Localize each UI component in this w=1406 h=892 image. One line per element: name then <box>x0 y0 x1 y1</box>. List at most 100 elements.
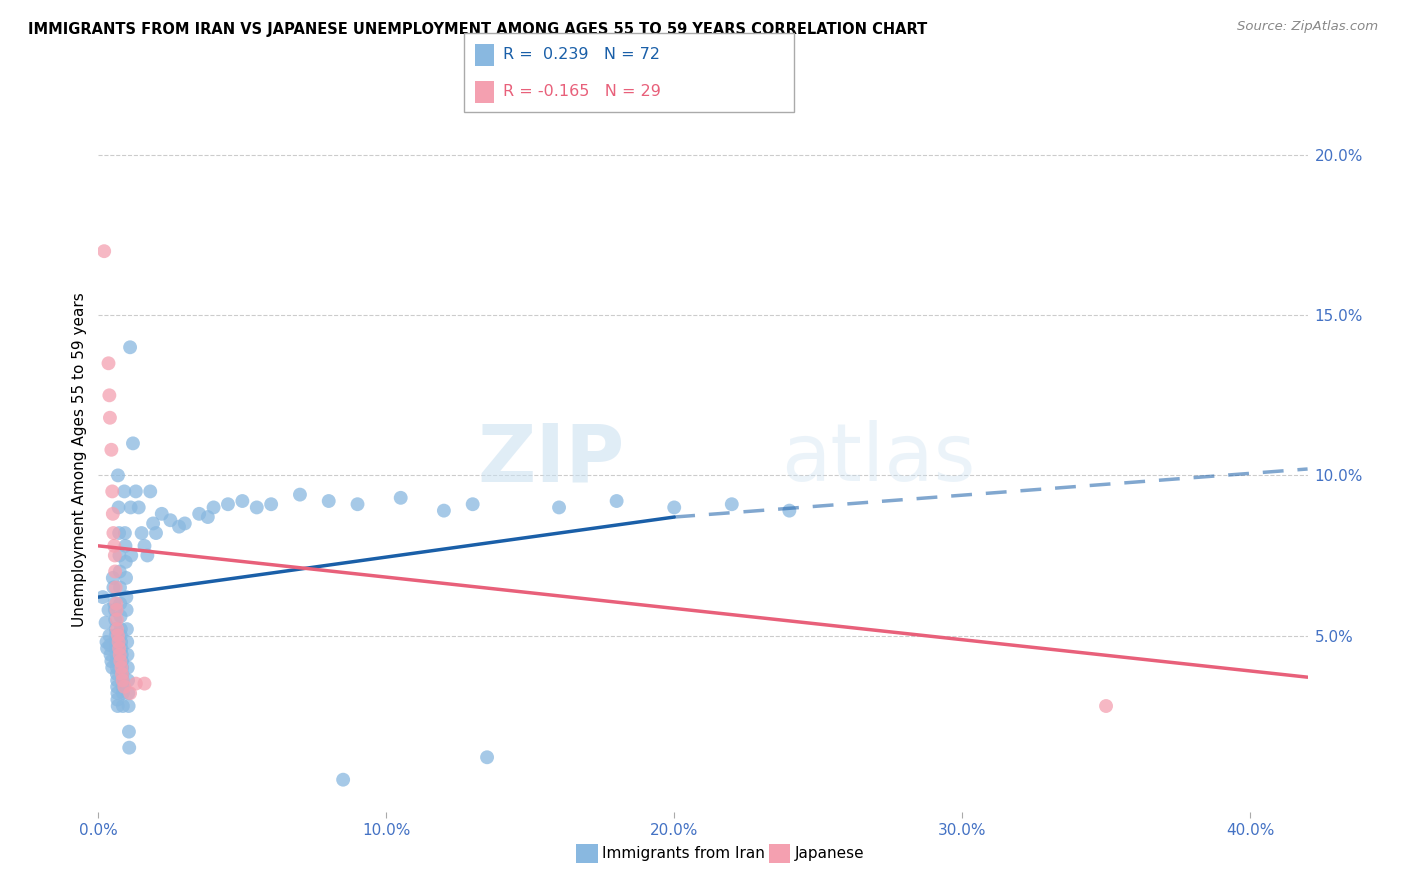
Point <box>332 772 354 787</box>
Point <box>104 565 127 579</box>
Point <box>118 724 141 739</box>
Point <box>139 484 162 499</box>
Point <box>125 676 148 690</box>
Point <box>111 667 134 681</box>
Point <box>114 539 136 553</box>
Point <box>118 699 141 714</box>
Text: ZIP: ZIP <box>477 420 624 499</box>
Point <box>110 622 132 636</box>
Point <box>97 603 120 617</box>
Point <box>111 648 134 662</box>
Point <box>96 641 118 656</box>
Point <box>131 526 153 541</box>
Text: IMMIGRANTS FROM IRAN VS JAPANESE UNEMPLOYMENT AMONG AGES 55 TO 59 YEARS CORRELAT: IMMIGRANTS FROM IRAN VS JAPANESE UNEMPLO… <box>28 22 928 37</box>
Point <box>108 648 131 662</box>
Point <box>107 468 129 483</box>
Point <box>98 388 121 402</box>
Point <box>108 641 131 656</box>
Point <box>103 581 125 595</box>
Point <box>145 526 167 541</box>
Point <box>288 487 311 501</box>
Point <box>318 494 340 508</box>
Point <box>104 581 127 595</box>
Point <box>105 667 128 681</box>
Point <box>112 484 135 499</box>
Point <box>105 622 128 636</box>
Point <box>111 667 134 681</box>
Point <box>98 628 121 642</box>
Point <box>103 539 125 553</box>
Point <box>100 654 122 668</box>
Point <box>115 603 138 617</box>
Point <box>101 484 124 499</box>
Text: R = -0.165   N = 29: R = -0.165 N = 29 <box>503 85 661 99</box>
Point <box>461 497 484 511</box>
Point <box>104 603 127 617</box>
Point <box>108 526 131 541</box>
Point <box>107 692 129 706</box>
Point <box>97 356 120 370</box>
Point <box>150 507 173 521</box>
Point <box>111 654 134 668</box>
Point <box>101 507 124 521</box>
Point <box>128 500 150 515</box>
Point <box>117 673 139 688</box>
Point <box>107 686 129 700</box>
Y-axis label: Unemployment Among Ages 55 to 59 years: Unemployment Among Ages 55 to 59 years <box>72 292 87 627</box>
Point <box>105 648 128 662</box>
Point <box>231 494 253 508</box>
Point <box>105 613 128 627</box>
Point <box>105 673 128 688</box>
Point <box>188 507 211 521</box>
Point <box>433 503 456 517</box>
Text: Japanese: Japanese <box>794 847 865 861</box>
Point <box>110 597 132 611</box>
Point <box>101 571 124 585</box>
Point <box>120 549 142 563</box>
Point <box>110 660 132 674</box>
Point <box>108 565 131 579</box>
Point <box>96 635 118 649</box>
Point <box>120 340 142 354</box>
Point <box>111 686 134 700</box>
Point <box>105 635 128 649</box>
Point <box>103 526 125 541</box>
Point <box>103 597 125 611</box>
Point <box>202 500 225 515</box>
Point <box>115 622 138 636</box>
Point <box>111 680 134 694</box>
Point <box>114 555 136 569</box>
Point <box>110 635 132 649</box>
Point <box>217 497 239 511</box>
Point <box>120 500 142 515</box>
Point <box>104 622 127 636</box>
Point <box>105 603 128 617</box>
Point <box>346 497 368 511</box>
Point <box>142 516 165 531</box>
Point <box>105 597 128 611</box>
Point <box>108 549 131 563</box>
Point <box>98 638 121 652</box>
Point <box>117 648 139 662</box>
Point <box>115 590 138 604</box>
Point <box>117 686 139 700</box>
Point <box>108 581 131 595</box>
Point <box>720 497 742 511</box>
Point <box>136 549 159 563</box>
Point <box>104 549 127 563</box>
Point <box>134 539 156 553</box>
Point <box>115 635 138 649</box>
Point <box>173 516 195 531</box>
Text: Source: ZipAtlas.com: Source: ZipAtlas.com <box>1237 20 1378 33</box>
Point <box>91 590 114 604</box>
Point <box>115 571 138 585</box>
Point <box>114 526 136 541</box>
Point <box>120 686 142 700</box>
Point <box>117 660 139 674</box>
Point <box>107 699 129 714</box>
Point <box>664 500 686 515</box>
Point <box>112 680 135 694</box>
Point <box>110 641 132 656</box>
Point <box>111 699 134 714</box>
Point <box>134 676 156 690</box>
